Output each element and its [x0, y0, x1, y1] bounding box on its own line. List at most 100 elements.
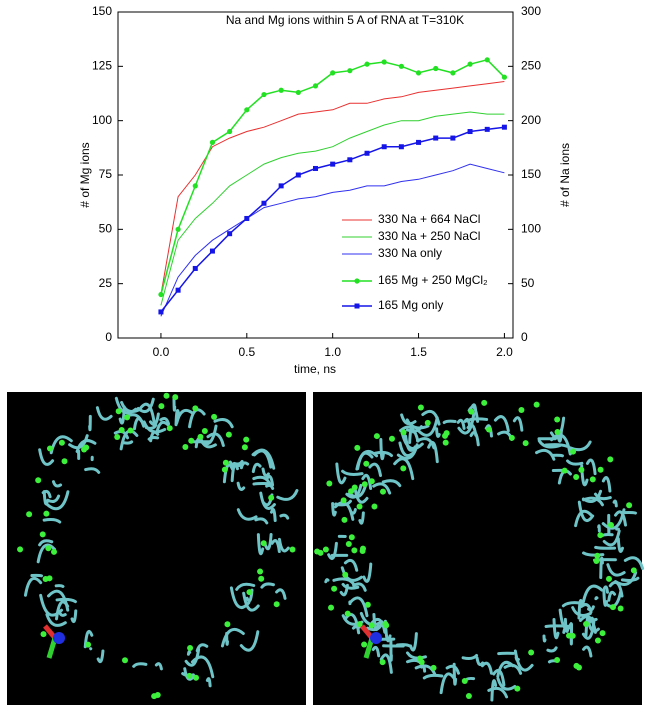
- ion: [583, 621, 589, 627]
- ion: [509, 435, 515, 441]
- marker: [450, 136, 455, 141]
- ion: [81, 447, 87, 453]
- rna-strand: [444, 421, 455, 422]
- ion: [593, 558, 599, 564]
- ion: [534, 402, 540, 408]
- y2-tick-label: 200: [521, 113, 541, 127]
- ion: [182, 444, 188, 450]
- rna-strand: [467, 678, 473, 679]
- ion: [40, 531, 46, 537]
- ion: [242, 444, 248, 450]
- ion: [389, 436, 395, 442]
- legend-label: 165 Mg only: [378, 298, 443, 312]
- ion: [274, 601, 280, 607]
- ion: [431, 665, 437, 671]
- ion: [595, 637, 601, 643]
- ion: [442, 433, 448, 439]
- ion: [197, 434, 203, 440]
- ion: [45, 545, 51, 551]
- ion: [226, 432, 232, 438]
- ion: [514, 686, 520, 692]
- ion: [631, 567, 637, 573]
- ion: [223, 460, 229, 466]
- ion: [466, 693, 472, 699]
- marker: [354, 278, 359, 283]
- ion: [114, 434, 120, 440]
- ion: [193, 675, 199, 681]
- marker: [416, 70, 421, 75]
- ion: [243, 437, 249, 443]
- ion: [124, 414, 130, 420]
- ion: [598, 467, 604, 473]
- ion: [187, 645, 193, 651]
- ion: [43, 576, 49, 582]
- marker: [399, 144, 404, 149]
- marker: [467, 62, 472, 67]
- marker: [330, 70, 335, 75]
- marker: [193, 183, 198, 188]
- rna-strand: [326, 580, 328, 582]
- marker: [355, 304, 360, 309]
- y-tick-label: 75: [99, 167, 113, 181]
- x-tick-label: 0.0: [153, 345, 170, 359]
- marker: [193, 266, 198, 271]
- ion: [202, 428, 208, 434]
- rna-strand: [596, 598, 597, 599]
- marker: [433, 136, 438, 141]
- rna-strand: [454, 664, 455, 684]
- ion: [192, 405, 198, 411]
- marker: [296, 173, 301, 178]
- ion: [486, 427, 492, 433]
- ion: [382, 621, 388, 627]
- ion: [573, 474, 579, 480]
- ion: [554, 416, 560, 422]
- ion: [349, 534, 355, 540]
- y2-tick-label: 0: [521, 330, 528, 344]
- ion: [528, 650, 534, 656]
- legend-label: 330 Na + 250 NaCl: [378, 229, 480, 243]
- marker: [382, 144, 387, 149]
- ion: [597, 532, 603, 538]
- marker: [364, 62, 369, 67]
- ion: [41, 631, 47, 637]
- rna-strand: [227, 633, 228, 644]
- marker: [158, 292, 163, 297]
- ion: [158, 403, 164, 409]
- ion: [594, 553, 600, 559]
- ion: [354, 445, 360, 451]
- y-tick-label: 50: [99, 222, 113, 236]
- marker: [313, 83, 318, 88]
- ion: [328, 605, 334, 611]
- marker: [279, 183, 284, 188]
- ion: [35, 477, 41, 483]
- ion: [318, 550, 324, 556]
- marker: [485, 127, 490, 132]
- marker: [399, 64, 404, 69]
- ion: [626, 502, 632, 508]
- y2-tick-label: 250: [521, 59, 541, 73]
- ion: [59, 440, 65, 446]
- ion: [369, 478, 375, 484]
- marker: [502, 75, 507, 80]
- rna-strand: [90, 416, 91, 429]
- ion: [187, 673, 193, 679]
- ion: [257, 569, 263, 575]
- ion: [481, 400, 487, 406]
- marker: [347, 68, 352, 73]
- y-tick-label: 100: [92, 113, 112, 127]
- rna-strand: [544, 636, 545, 641]
- ion: [566, 633, 572, 639]
- y-tick-label: 150: [92, 4, 112, 18]
- ion: [606, 576, 612, 582]
- x-tick-label: 2.0: [496, 345, 513, 359]
- ion: [365, 602, 371, 608]
- marker: [502, 125, 507, 130]
- ion: [164, 393, 170, 399]
- marker: [416, 140, 421, 145]
- ion: [167, 425, 173, 431]
- ion: [462, 678, 468, 684]
- series-line: [161, 82, 505, 295]
- ion: [122, 657, 128, 663]
- marker: [210, 249, 215, 254]
